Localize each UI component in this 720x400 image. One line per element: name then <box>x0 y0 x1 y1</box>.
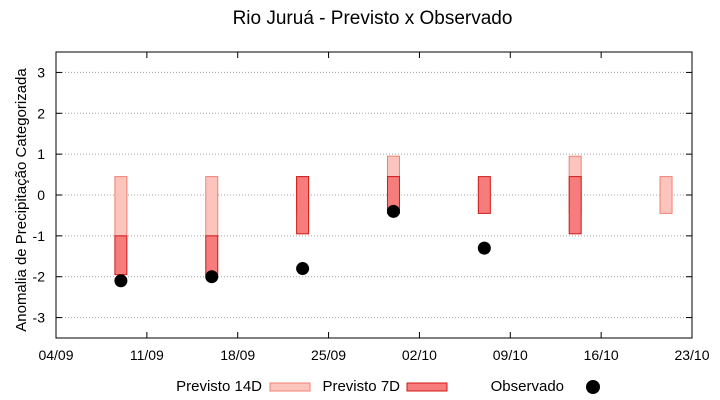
legend-label-observado: Observado <box>491 378 564 395</box>
point-observado <box>114 274 128 288</box>
grid-lines <box>56 71 692 319</box>
axis-ticks <box>55 52 693 338</box>
point-observado <box>386 204 400 218</box>
legend-swatch-previsto-7d <box>406 382 448 392</box>
bar-previsto-7d <box>114 235 128 276</box>
y-tick-label: 2 <box>37 105 45 121</box>
legend-label-previsto-14d: Previsto 14D <box>176 378 262 395</box>
x-tick-label: 25/09 <box>311 347 346 363</box>
x-tick-label: 11/09 <box>130 347 164 363</box>
legend-label-previsto-7d: Previsto 7D <box>322 378 400 395</box>
bar-previsto-14d <box>114 176 128 237</box>
y-tick-label: -2 <box>33 269 46 285</box>
x-tick-label: 09/10 <box>493 347 528 363</box>
series-previsto-7d <box>114 176 582 276</box>
y-tick-label: -3 <box>33 310 46 326</box>
point-observado <box>296 262 310 276</box>
bar-previsto-7d <box>205 235 219 276</box>
y-tick-label: 1 <box>37 146 45 162</box>
point-observado <box>205 270 219 284</box>
bar-previsto-7d <box>568 176 582 235</box>
bar-previsto-14d <box>659 176 673 214</box>
legend-swatch-previsto-14d <box>269 382 311 392</box>
legend-marker-observado <box>586 380 600 394</box>
y-axis-label: Anomalia de Precipitação Categorizada <box>13 68 30 332</box>
x-tick-label: 16/10 <box>584 347 619 363</box>
y-tick-labels: -3 -2 -1 0 1 2 3 <box>33 64 46 325</box>
bar-previsto-14d <box>386 155 400 178</box>
x-tick-labels: 04/09 11/09 18/09 25/09 02/10 09/10 16/10 23/10 <box>38 347 709 363</box>
y-tick-label: 0 <box>37 187 45 203</box>
series-observado <box>114 204 491 288</box>
x-tick-label: 23/10 <box>674 347 709 363</box>
y-tick-label: 3 <box>37 64 45 80</box>
x-tick-label: 02/10 <box>402 347 437 363</box>
bar-previsto-7d <box>296 176 310 235</box>
bar-previsto-7d <box>477 176 491 214</box>
point-observado <box>477 241 491 255</box>
chart-title: Rio Juruá - Previsto x Observado <box>232 8 513 29</box>
x-tick-label: 04/09 <box>38 347 73 363</box>
x-tick-label: 18/09 <box>220 347 255 363</box>
legend: Previsto 14D Previsto 7D Observado <box>176 378 600 395</box>
bar-previsto-14d <box>205 176 219 237</box>
y-tick-label: -1 <box>33 228 46 244</box>
